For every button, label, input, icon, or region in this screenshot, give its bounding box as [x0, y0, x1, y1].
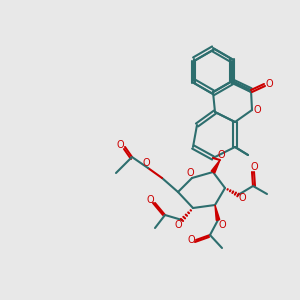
Text: O: O [186, 168, 194, 178]
Text: O: O [174, 220, 182, 230]
Text: O: O [217, 150, 225, 160]
Text: O: O [187, 235, 195, 245]
Polygon shape [215, 205, 220, 220]
Text: O: O [218, 220, 226, 230]
Text: O: O [238, 193, 246, 203]
Text: O: O [250, 162, 258, 172]
Text: O: O [265, 79, 273, 89]
Text: O: O [146, 195, 154, 205]
Text: O: O [253, 105, 261, 115]
Text: O: O [142, 158, 150, 168]
Text: O: O [116, 140, 124, 150]
Polygon shape [211, 160, 220, 173]
